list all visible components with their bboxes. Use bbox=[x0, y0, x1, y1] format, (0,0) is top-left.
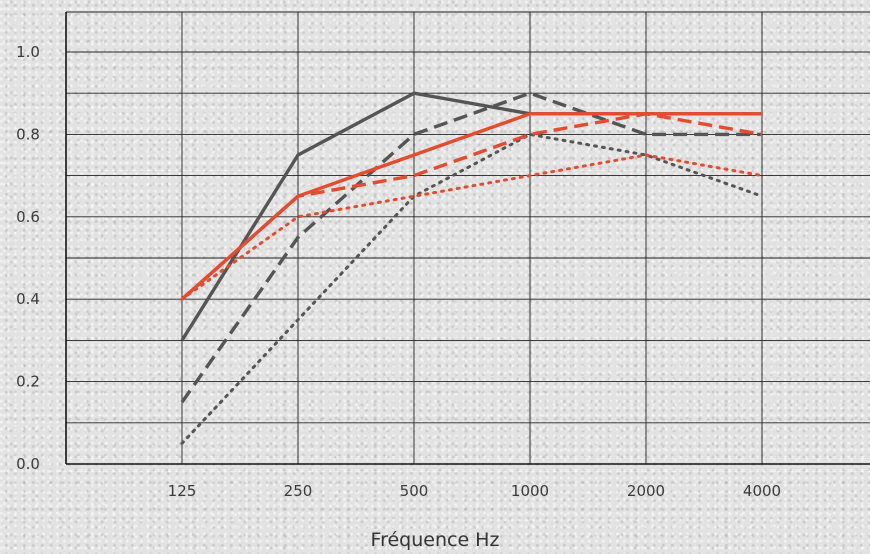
x-tick-label: 1000 bbox=[511, 482, 549, 500]
x-tick-label: 2000 bbox=[627, 482, 665, 500]
y-tick-label: 0.8 bbox=[16, 125, 40, 143]
y-tick-label: 0.0 bbox=[16, 455, 40, 473]
y-tick-label: 0.6 bbox=[16, 208, 40, 226]
y-tick-labels: 0.0 0.2 0.4 0.6 0.8 1.0 bbox=[16, 43, 40, 473]
x-tick-label: 250 bbox=[284, 482, 313, 500]
series-line-6 bbox=[180, 153, 764, 301]
chart-axes bbox=[65, 12, 870, 465]
series-line-3 bbox=[180, 132, 764, 445]
series-line-4 bbox=[180, 112, 762, 301]
y-tick-label: 0.2 bbox=[16, 373, 40, 391]
x-tick-label: 4000 bbox=[743, 482, 781, 500]
x-tick-labels: 125 250 500 1000 2000 4000 bbox=[168, 482, 781, 500]
chart-grid bbox=[66, 11, 870, 464]
chart-series-group bbox=[180, 91, 764, 445]
x-tick-label: 500 bbox=[400, 482, 429, 500]
series-line-5 bbox=[180, 112, 763, 301]
y-tick-label: 1.0 bbox=[16, 43, 40, 61]
y-tick-label: 0.4 bbox=[16, 290, 40, 308]
x-tick-label: 125 bbox=[168, 482, 197, 500]
series-line-2 bbox=[180, 91, 762, 404]
x-axis-title: Fréquence Hz bbox=[371, 529, 500, 551]
